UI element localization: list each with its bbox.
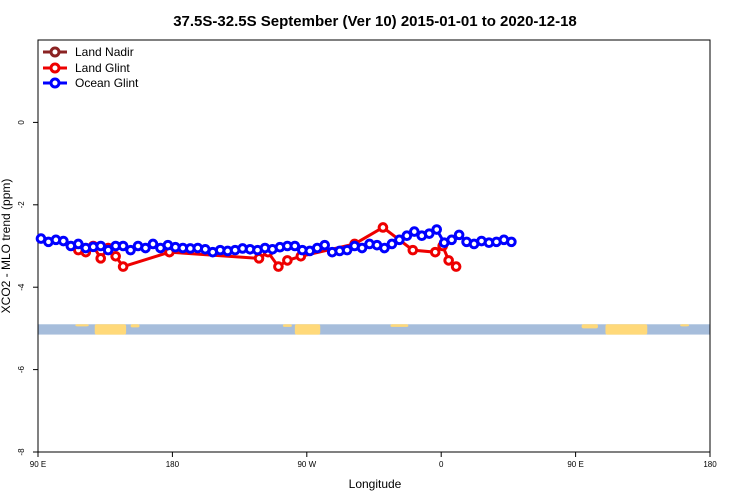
data-point-ocean-glint [401, 230, 413, 241]
chart-title: 37.5S-32.5S September (Ver 10) 2015-01-0… [173, 13, 577, 30]
x-tick-label: 90 E [30, 460, 46, 469]
data-point-ocean-glint [58, 235, 69, 247]
data-point-land-glint [273, 261, 284, 272]
x-axis: 90 E 180 90 W 0 90 E 180 [30, 452, 717, 469]
data-point-ocean-glint [95, 240, 107, 252]
y-tick-label: -2 [17, 201, 26, 209]
legend-label-land-glint: Land Glint [75, 61, 130, 75]
data-point-land-glint [443, 255, 454, 266]
data-point-ocean-glint [506, 236, 517, 248]
map-land-patch [94, 324, 127, 335]
data-point-land-glint [282, 255, 293, 266]
data-point-ocean-glint [431, 224, 443, 235]
data-point-ocean-glint [117, 240, 129, 252]
data-point-ocean-glint [140, 242, 151, 254]
data-point-ocean-glint [423, 228, 435, 239]
data-point-land-glint [253, 253, 265, 264]
data-point-land-glint [117, 261, 129, 272]
plot-frame [37, 39, 711, 453]
data-point-land-glint [95, 253, 107, 264]
map-land-patch [581, 324, 598, 329]
legend-marker-land-nadir [49, 46, 61, 58]
data-point-ocean-glint [453, 229, 465, 241]
map-land-patch [680, 324, 690, 327]
data-point-ocean-glint [356, 242, 368, 254]
data-point-ocean-glint [386, 238, 398, 250]
data-point-ocean-glint [73, 238, 84, 250]
x-tick-label: 0 [439, 460, 444, 469]
y-tick-label: -6 [17, 365, 26, 373]
x-axis-label: Longitude [349, 477, 402, 491]
data-point-ocean-glint [446, 234, 457, 246]
legend: Land Nadir Land Glint Ocean Glint [43, 45, 139, 90]
map-land-patch [130, 324, 140, 328]
map-ocean [38, 324, 710, 335]
data-point-ocean-glint [125, 244, 136, 256]
data-point-ocean-glint [341, 244, 353, 256]
legend-label-ocean-glint: Ocean Glint [75, 76, 139, 90]
data-point-ocean-glint [147, 238, 159, 250]
y-axis: 0 -2 -4 -6 -8 [17, 120, 38, 456]
map-land-patch [75, 324, 89, 327]
data-point-land-glint [407, 244, 419, 256]
legend-marker-ocean-glint [49, 77, 61, 89]
x-tick-label: 90 E [567, 460, 583, 469]
series-layer [35, 222, 517, 272]
y-tick-label: 0 [17, 120, 26, 125]
map-band [38, 324, 710, 335]
y-tick-label: -8 [17, 448, 26, 456]
data-point-ocean-glint [379, 242, 390, 254]
data-point-land-glint [450, 261, 462, 272]
legend-marker-land-glint [49, 62, 61, 74]
map-land-patch [294, 324, 321, 335]
data-point-ocean-glint [102, 244, 114, 256]
data-point-land-glint [110, 250, 121, 262]
y-tick-label: -4 [17, 283, 26, 291]
data-point-ocean-glint [409, 226, 420, 237]
y-axis-label: XCO2 - MLO trend (ppm) [0, 179, 13, 314]
map-land-patch [390, 324, 409, 327]
x-tick-label: 90 W [297, 460, 316, 469]
x-tick-label: 180 [166, 460, 180, 469]
legend-label-land-nadir: Land Nadir [75, 45, 134, 59]
x-tick-label: 180 [703, 460, 717, 469]
data-point-ocean-glint [394, 234, 405, 246]
map-land-patch [605, 324, 648, 335]
data-point-ocean-glint [289, 240, 301, 252]
map-land-patch [282, 324, 292, 327]
data-point-land-glint [377, 222, 389, 233]
data-point-ocean-glint [319, 239, 331, 251]
data-point-land-glint [429, 246, 441, 258]
